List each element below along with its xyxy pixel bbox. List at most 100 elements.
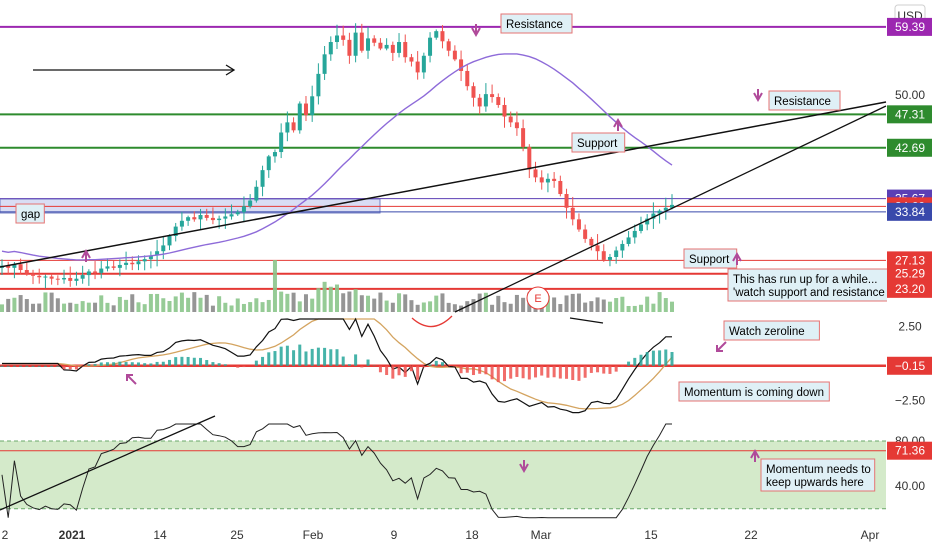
volume-bar xyxy=(359,295,364,312)
momentum-bar xyxy=(645,352,649,366)
candle-body xyxy=(620,243,625,251)
candle-body xyxy=(645,218,650,225)
candle-body xyxy=(37,275,42,278)
momentum-bar xyxy=(453,365,457,367)
volume-bar xyxy=(136,302,141,312)
candle-body xyxy=(341,35,346,40)
level-tag: 47.31 xyxy=(895,107,925,121)
run-up-note-text: This has run up for a while... xyxy=(733,274,877,286)
volume-bar xyxy=(291,292,296,312)
level-tag-bg xyxy=(887,264,932,283)
candle-body xyxy=(378,42,383,49)
momentum-bar xyxy=(329,349,333,366)
candle-body xyxy=(130,262,135,265)
momentum-bar xyxy=(99,362,103,366)
momentum-bar xyxy=(273,351,277,366)
momentum-bar xyxy=(168,359,171,366)
momentum-bar xyxy=(546,365,550,378)
momentum-bar xyxy=(292,350,296,366)
run-up-note-text: 'watch support and resistance xyxy=(733,287,885,299)
momentum-bar xyxy=(130,362,134,366)
momentum-bar xyxy=(360,365,364,368)
volume-bar xyxy=(483,292,488,312)
candle-body xyxy=(217,218,222,221)
volume-bar xyxy=(204,294,209,312)
candle-body xyxy=(148,255,153,260)
rsi-trendline xyxy=(0,415,216,511)
volume-bar xyxy=(378,292,383,312)
horizontal-levels xyxy=(0,25,886,452)
volume-bar xyxy=(440,293,445,312)
level-tag: 42.69 xyxy=(895,141,925,155)
momentum-bar xyxy=(242,365,246,368)
resistance-top-arrow xyxy=(471,24,481,38)
momentum-bar xyxy=(81,365,85,367)
candle-body xyxy=(521,128,526,147)
volume-bar xyxy=(446,302,451,312)
momentum-pivot-arrow xyxy=(126,374,137,385)
time-tick: 9 xyxy=(391,528,398,542)
candle-body xyxy=(328,42,333,55)
volume-bar xyxy=(55,298,60,312)
momentum-bar xyxy=(254,360,258,366)
volume-bar xyxy=(303,294,308,312)
volume-bar xyxy=(173,296,178,312)
momentum-bar xyxy=(620,365,624,367)
candle-body xyxy=(31,273,36,276)
volume-bar xyxy=(638,304,643,312)
momentum-bar xyxy=(205,360,209,366)
momentum-bar xyxy=(378,365,382,373)
volume-bar xyxy=(148,293,153,312)
time-tick: 15 xyxy=(644,528,658,542)
candle-body xyxy=(533,169,538,178)
moving-average-line xyxy=(1,53,673,261)
volume-bar xyxy=(502,302,507,312)
candle-body xyxy=(18,264,23,271)
candle-body xyxy=(483,94,488,107)
candle-body xyxy=(545,178,550,183)
candle-body xyxy=(62,277,67,280)
momentum-bar xyxy=(354,354,358,366)
time-tick: 2021 xyxy=(59,528,86,542)
rsi-arrow xyxy=(519,460,529,474)
volume-bar xyxy=(366,295,371,312)
candle-body xyxy=(539,177,544,183)
momentum-up-note-box xyxy=(760,458,876,492)
volume-bar xyxy=(266,299,271,312)
candle-body xyxy=(514,122,519,129)
momentum-histogram xyxy=(0,344,674,383)
momentum-up-arrow xyxy=(750,448,760,462)
candle-body xyxy=(384,44,389,49)
volume-bar xyxy=(372,298,377,312)
volume-bar xyxy=(552,297,557,312)
volume-bar xyxy=(415,304,420,312)
volume-bar xyxy=(663,298,668,312)
momentum-bar xyxy=(180,356,184,366)
volume-bar xyxy=(279,291,284,312)
candle-body xyxy=(589,238,594,246)
momentum-bar xyxy=(236,365,240,368)
volume-bar xyxy=(601,299,606,312)
level-tag-bg xyxy=(887,138,932,157)
momentum-bar xyxy=(385,365,389,376)
candle-body xyxy=(527,146,532,170)
rsi-level-tag: 71.36 xyxy=(895,444,925,458)
trendlines xyxy=(0,64,887,511)
momentum-bar xyxy=(627,361,631,366)
level-tag: 59.39 xyxy=(895,20,925,34)
momentum-bar xyxy=(521,365,525,379)
time-tick: Feb xyxy=(303,528,324,542)
momentum-bar xyxy=(323,347,327,366)
candle-body xyxy=(68,277,73,281)
low-pivot-arrow xyxy=(81,248,91,262)
candle-body xyxy=(198,215,203,220)
candle-body xyxy=(421,55,426,73)
candle-body xyxy=(254,186,259,201)
support-low-text: Support xyxy=(689,254,730,266)
momentum-bar xyxy=(565,365,569,379)
candle-body xyxy=(564,194,569,208)
candle-body xyxy=(428,37,433,56)
time-axis: 2 2021 14 25 Feb 9 18 Mar 15 22 Apr xyxy=(2,528,880,542)
rsi-tick: 40.00 xyxy=(895,479,925,493)
